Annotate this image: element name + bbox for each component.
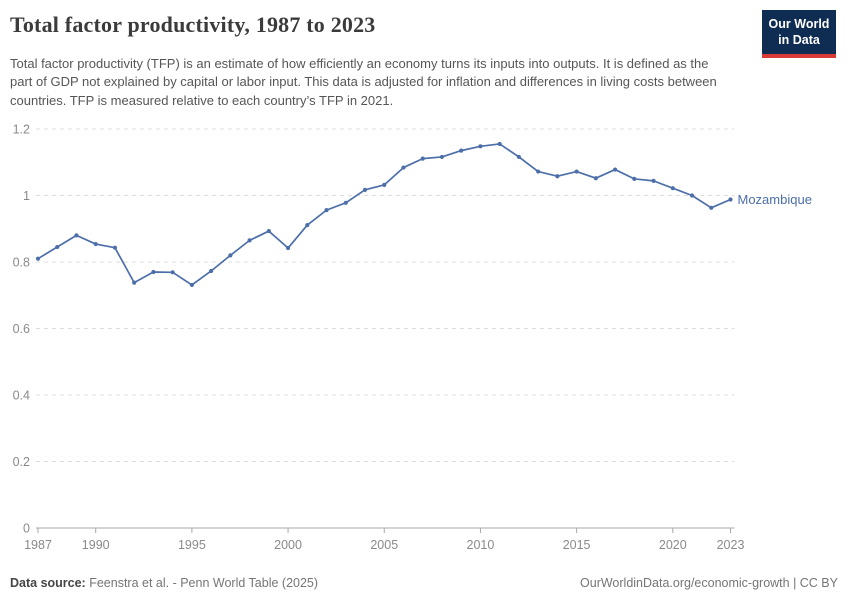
owid-url-license[interactable]: OurWorldinData.org/economic-growth | CC … [580,576,838,590]
x-tick-label: 2000 [274,538,302,552]
data-point-marker [305,222,310,228]
data-point-marker [112,245,118,250]
data-point-marker [285,245,291,251]
data-source-value: Feenstra et al. - Penn World Table (2025… [85,576,319,590]
y-tick-label: 0.6 [13,322,30,336]
data-point-marker [228,253,233,258]
data-point-marker [632,176,637,181]
data-point-marker [151,269,156,275]
data-source-label: Data source: [10,576,86,590]
data-point-marker [132,280,137,285]
y-tick-label: 1.2 [13,123,30,137]
data-point-marker [651,178,656,183]
data-point-marker [574,169,579,174]
data-point-marker [247,238,252,243]
owid-logo-line2: in Data [778,33,820,48]
y-tick-label: 0.2 [13,455,30,469]
x-tick-label: 1990 [82,538,110,552]
x-tick-label: 2023 [717,538,745,552]
data-point-marker [612,167,618,172]
data-point-marker [35,256,41,261]
y-tick-label: 1 [23,189,30,203]
data-point-marker [478,144,483,149]
data-point-marker [189,282,194,288]
data-point-marker [709,205,714,210]
series-line-mozambique[interactable] [37,143,732,286]
data-point-marker [266,228,271,234]
data-point-marker [497,141,502,147]
owid-logo-line1: Our World [768,17,830,31]
x-tick-label: 1987 [24,538,52,552]
data-point-marker [439,154,445,160]
series-end-label[interactable]: Mozambique [738,192,812,207]
x-tick-label: 2010 [467,538,495,552]
data-source-note: Data source: Feenstra et al. - Penn Worl… [10,576,318,590]
data-point-marker [93,241,98,247]
y-tick-label: 0.8 [13,256,30,270]
data-point-marker [362,187,368,192]
x-tick-label: 2005 [370,538,398,552]
data-point-marker [459,148,464,153]
y-tick-label: 0.4 [13,389,30,403]
x-tick-label: 2020 [659,538,687,552]
data-point-marker [55,244,60,250]
data-point-marker [420,156,425,161]
data-point-marker [670,186,675,191]
data-point-marker [689,193,695,198]
data-point-marker [555,174,560,179]
data-point-marker [324,208,329,213]
data-point-marker [728,197,733,202]
data-point-marker [401,165,406,170]
data-point-marker [209,268,214,274]
data-point-marker [74,233,79,238]
chart-subtitle: Total factor productivity (TFP) is an es… [10,56,717,108]
page-title: Total factor productivity, 1987 to 2023 [10,12,376,37]
y-tick-label: 0 [23,522,30,536]
data-point-marker [536,169,541,174]
data-point-marker [593,176,598,181]
data-point-marker [343,200,348,205]
data-point-marker [382,182,387,187]
data-point-marker [516,154,522,160]
x-tick-label: 1995 [178,538,206,552]
x-tick-label: 2015 [563,538,591,552]
data-point-marker [170,270,175,275]
owid-logo[interactable]: Our World in Data [762,10,836,58]
